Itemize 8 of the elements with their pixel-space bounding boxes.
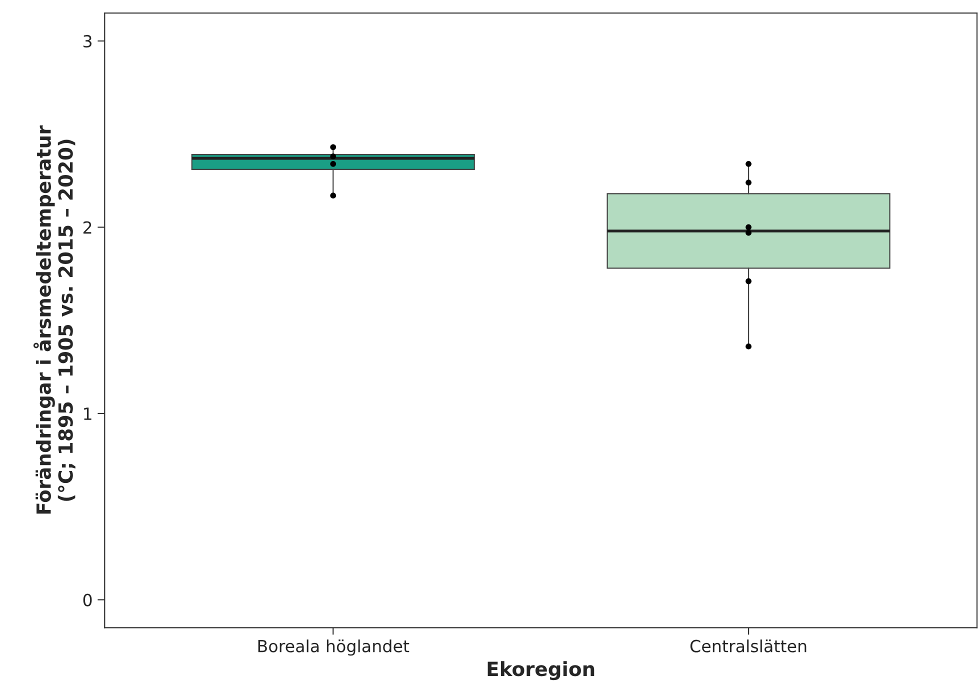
x-tick-label: Boreala höglandet — [258, 639, 410, 656]
y-axis-title: Förändringar i årsmedeltemperatur (°C; 1895 – 1905 vs. 2015 – 2020) — [33, 125, 76, 514]
y-tick-label: 2 — [83, 221, 92, 234]
x-axis-title: Ekoregion — [488, 661, 594, 680]
y-tick-label: 3 — [84, 34, 92, 48]
y-tick-label: 0 — [83, 594, 92, 606]
y-tick-label: 1 — [84, 408, 92, 420]
x-tick-label: Centralslätten — [690, 639, 806, 652]
